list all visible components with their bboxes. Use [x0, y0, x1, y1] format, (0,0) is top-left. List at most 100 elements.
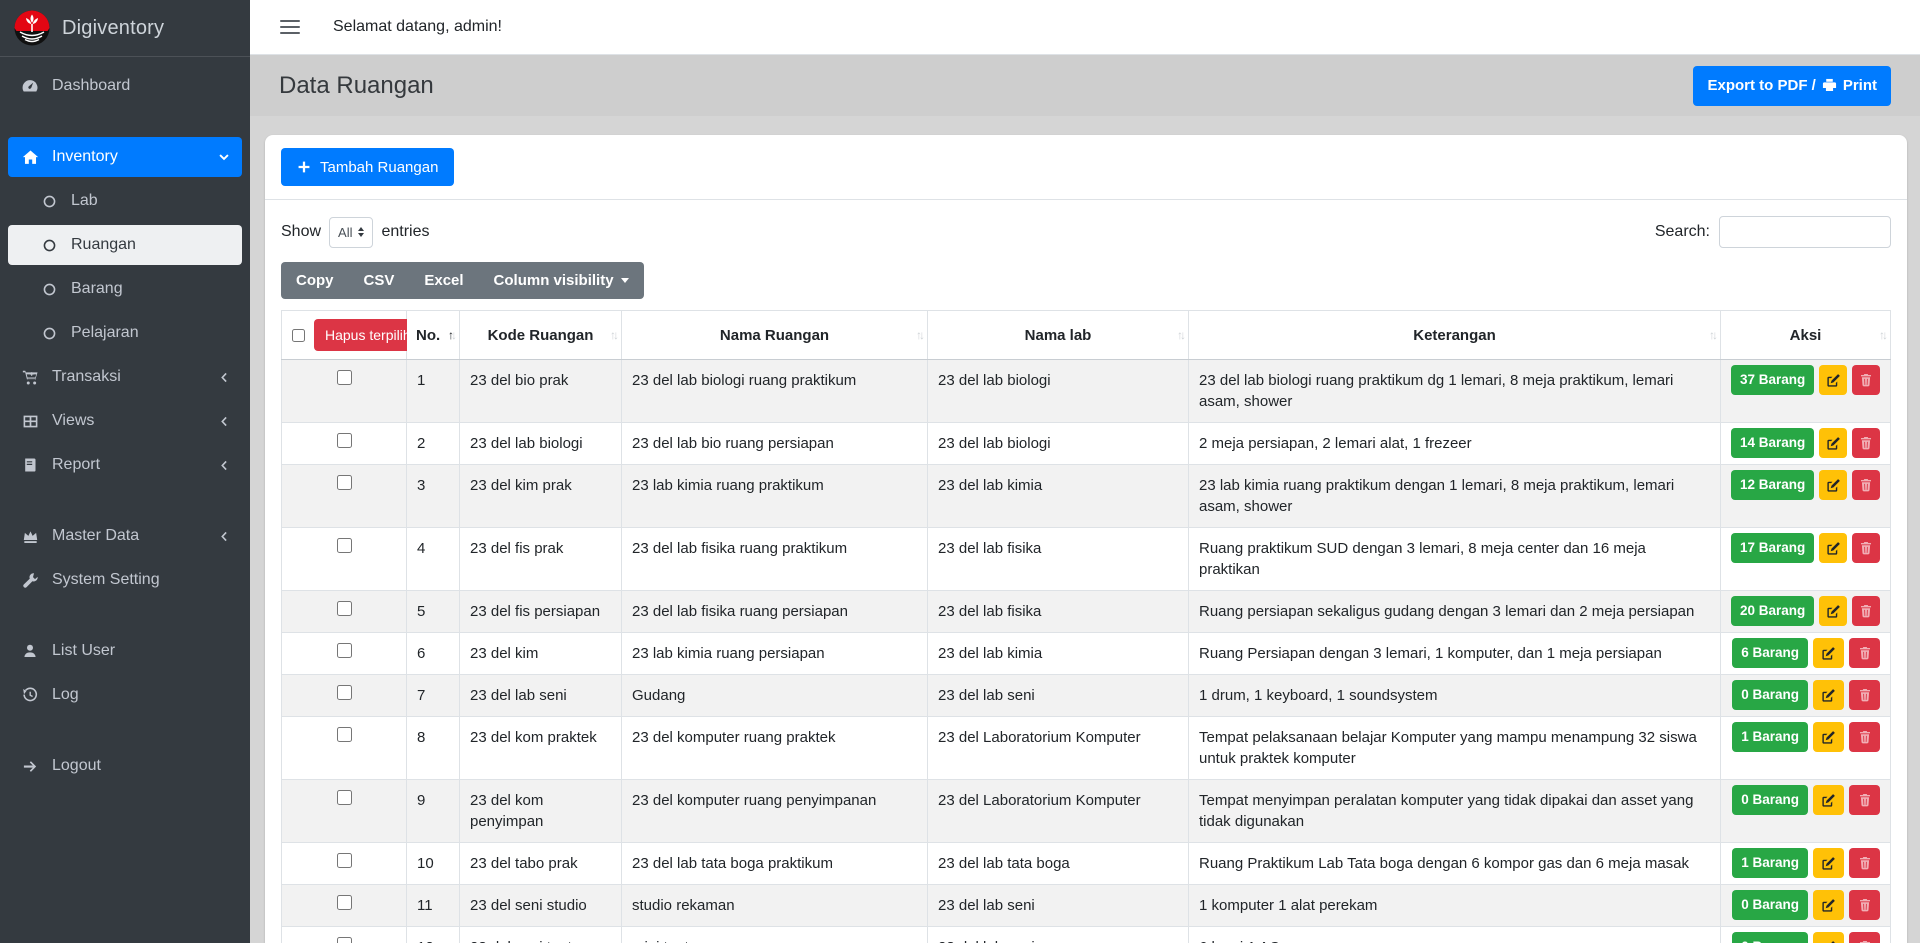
- barang-count-badge[interactable]: 37 Barang: [1731, 365, 1815, 395]
- export-pdf-print-button[interactable]: Export to PDF / Print: [1693, 65, 1891, 106]
- delete-button[interactable]: [1852, 533, 1880, 563]
- edit-button[interactable]: [1813, 680, 1844, 710]
- sidebar-item-logout[interactable]: Logout: [8, 746, 242, 786]
- barang-count-badge[interactable]: 0 Barang: [1732, 890, 1808, 920]
- row-checkbox[interactable]: [336, 370, 352, 385]
- delete-button[interactable]: [1849, 785, 1880, 815]
- row-checkbox[interactable]: [336, 475, 352, 490]
- sidebar-toggle-icon[interactable]: [280, 18, 300, 36]
- edit-button[interactable]: [1813, 722, 1844, 752]
- edit-button[interactable]: [1813, 785, 1844, 815]
- edit-button[interactable]: [1813, 638, 1844, 668]
- edit-button[interactable]: [1813, 890, 1844, 920]
- sidebar-item-views[interactable]: Views: [8, 401, 242, 441]
- barang-count-badge[interactable]: 20 Barang: [1731, 596, 1815, 626]
- edit-button[interactable]: [1819, 596, 1848, 626]
- sidebar-item-pelajaran[interactable]: Pelajaran: [8, 313, 242, 353]
- row-checkbox[interactable]: [336, 895, 352, 910]
- sidebar-item-barang[interactable]: Barang: [8, 269, 242, 309]
- sort-arrows-icon: ↑↓: [610, 328, 619, 342]
- search-label: Search:: [1654, 223, 1710, 240]
- column-header-no[interactable]: No. ↑↓: [406, 310, 460, 360]
- cell-select: [281, 359, 407, 423]
- delete-button[interactable]: [1852, 470, 1880, 500]
- delete-button[interactable]: [1849, 890, 1880, 920]
- cell-select: [281, 842, 407, 885]
- edit-button[interactable]: [1819, 533, 1848, 563]
- entries-select[interactable]: All: [329, 216, 374, 248]
- column-header-aksi[interactable]: Aksi ↑↓: [1720, 310, 1891, 360]
- edit-icon: [1821, 730, 1836, 745]
- add-ruangan-button[interactable]: Tambah Ruangan: [281, 148, 455, 186]
- delete-button[interactable]: [1849, 848, 1880, 878]
- excel-button[interactable]: Excel: [409, 262, 478, 299]
- edit-icon: [1826, 436, 1841, 451]
- edit-button[interactable]: [1819, 428, 1848, 458]
- barang-count-badge[interactable]: 1 Barang: [1732, 722, 1808, 752]
- barang-count-badge[interactable]: 0 Barang: [1732, 932, 1808, 943]
- column-header-nama-lab[interactable]: Nama lab ↑↓: [927, 310, 1189, 360]
- brand-logo-icon: [14, 10, 50, 46]
- cell-no: 11: [406, 884, 460, 927]
- search-control: Search:: [1655, 216, 1891, 248]
- copy-button[interactable]: Copy: [281, 262, 349, 299]
- sidebar-item-dashboard[interactable]: Dashboard: [8, 66, 242, 106]
- row-checkbox[interactable]: [336, 433, 352, 448]
- barang-count-badge[interactable]: 14 Barang: [1731, 428, 1815, 458]
- edit-button[interactable]: [1813, 932, 1844, 943]
- delete-button[interactable]: [1852, 365, 1880, 395]
- sidebar-item-ruangan[interactable]: Ruangan: [8, 225, 242, 265]
- edit-icon: [1826, 541, 1841, 556]
- row-checkbox[interactable]: [336, 685, 352, 700]
- barang-count-badge[interactable]: 12 Barang: [1731, 470, 1815, 500]
- delete-button[interactable]: [1849, 932, 1880, 943]
- delete-button[interactable]: [1849, 680, 1880, 710]
- column-header-nama-ruangan[interactable]: Nama Ruangan ↑↓: [621, 310, 928, 360]
- column-visibility-button[interactable]: Column visibility: [479, 262, 644, 299]
- delete-selected-button[interactable]: Hapus terpilih: [314, 319, 422, 351]
- row-checkbox[interactable]: [336, 937, 352, 943]
- barang-count-badge[interactable]: 6 Barang: [1732, 638, 1808, 668]
- table-row: 2 23 del lab biologi 23 del lab bio ruang …: [281, 422, 1891, 465]
- barang-count-badge[interactable]: 1 Barang: [1732, 848, 1808, 878]
- csv-button[interactable]: CSV: [349, 262, 410, 299]
- export-label: Export to PDF /: [1707, 77, 1816, 94]
- cell-keterangan: Ruang praktikum SUD dengan 3 lemari, 8 m…: [1188, 527, 1721, 591]
- sidebar-item-master-data[interactable]: Master Data: [8, 516, 242, 556]
- edit-button[interactable]: [1813, 848, 1844, 878]
- row-checkbox[interactable]: [336, 853, 352, 868]
- brand[interactable]: Digiventory: [0, 0, 250, 57]
- cell-kode-ruangan: 23 del kom praktek: [459, 716, 622, 780]
- barang-count-badge[interactable]: 17 Barang: [1731, 533, 1815, 563]
- sidebar-item-transaksi[interactable]: Transaksi: [8, 357, 242, 397]
- cell-kode-ruangan: 23 del lab biologi: [459, 422, 622, 465]
- barang-count-badge[interactable]: 0 Barang: [1732, 680, 1808, 710]
- sidebar-item-system-setting[interactable]: System Setting: [8, 560, 242, 600]
- delete-button[interactable]: [1852, 596, 1880, 626]
- edit-button[interactable]: [1819, 470, 1848, 500]
- select-all-checkbox[interactable]: [292, 327, 305, 343]
- column-visibility-label: Column visibility: [493, 272, 614, 289]
- sidebar-item-list-user[interactable]: List User: [8, 631, 242, 671]
- edit-button[interactable]: [1819, 365, 1848, 395]
- row-checkbox[interactable]: [336, 727, 352, 742]
- trash-icon: [1858, 856, 1872, 870]
- delete-button[interactable]: [1852, 428, 1880, 458]
- column-header-kode-ruangan[interactable]: Kode Ruangan ↑↓: [459, 310, 622, 360]
- table-row: 10 23 del tabo prak 23 del lab tata boga p…: [281, 842, 1891, 885]
- row-checkbox[interactable]: [336, 643, 352, 658]
- sidebar-item-inventory[interactable]: Inventory: [8, 137, 242, 177]
- sidebar-item-log[interactable]: Log: [8, 675, 242, 715]
- row-checkbox[interactable]: [336, 538, 352, 553]
- column-header-keterangan[interactable]: Keterangan ↑↓: [1188, 310, 1721, 360]
- barang-count-badge[interactable]: 0 Barang: [1732, 785, 1808, 815]
- row-checkbox[interactable]: [336, 601, 352, 616]
- cell-no: 6: [406, 632, 460, 675]
- sidebar-item-lab[interactable]: Lab: [8, 181, 242, 221]
- delete-button[interactable]: [1849, 722, 1880, 752]
- row-checkbox[interactable]: [336, 790, 352, 805]
- greeting-text: Selamat datang, admin!: [333, 18, 502, 35]
- delete-button[interactable]: [1849, 638, 1880, 668]
- search-input[interactable]: [1719, 216, 1891, 248]
- sidebar-item-report[interactable]: Report: [8, 445, 242, 485]
